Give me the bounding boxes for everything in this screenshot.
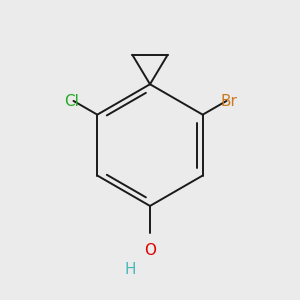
- Text: Br: Br: [221, 94, 238, 110]
- Text: Cl: Cl: [64, 94, 79, 110]
- Text: H: H: [125, 262, 136, 277]
- Text: O: O: [144, 243, 156, 258]
